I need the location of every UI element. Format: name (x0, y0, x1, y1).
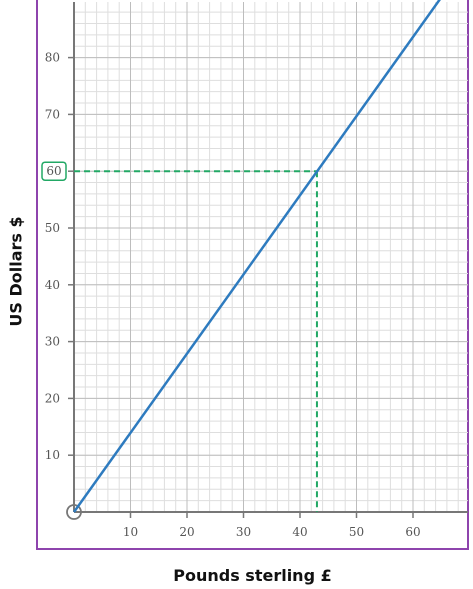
y-axis-label: US Dollars $ (6, 216, 26, 327)
chart-frame (36, 0, 469, 550)
y-tick-label: 20 (45, 391, 60, 405)
origin-marker (66, 504, 82, 520)
y-tick-label: 70 (45, 107, 60, 121)
y-tick-label: 30 (45, 335, 60, 349)
series-line (72, 0, 441, 513)
y-tick-label: 10 (45, 448, 60, 462)
x-tick-label: 10 (123, 525, 138, 539)
x-tick-label: 20 (179, 525, 194, 539)
y-tick-label: 40 (45, 278, 60, 292)
reading-value-box (41, 161, 67, 181)
x-tick-label: 50 (349, 525, 364, 539)
reading-value-label: 60 (46, 164, 61, 178)
x-tick-label: 40 (292, 525, 307, 539)
x-axis-label: Pounds sterling £ (173, 566, 332, 585)
y-tick-label: 50 (45, 221, 60, 235)
y-tick-label: 80 (45, 51, 60, 65)
x-tick-label: 60 (405, 525, 420, 539)
x-tick-label: 30 (236, 525, 251, 539)
